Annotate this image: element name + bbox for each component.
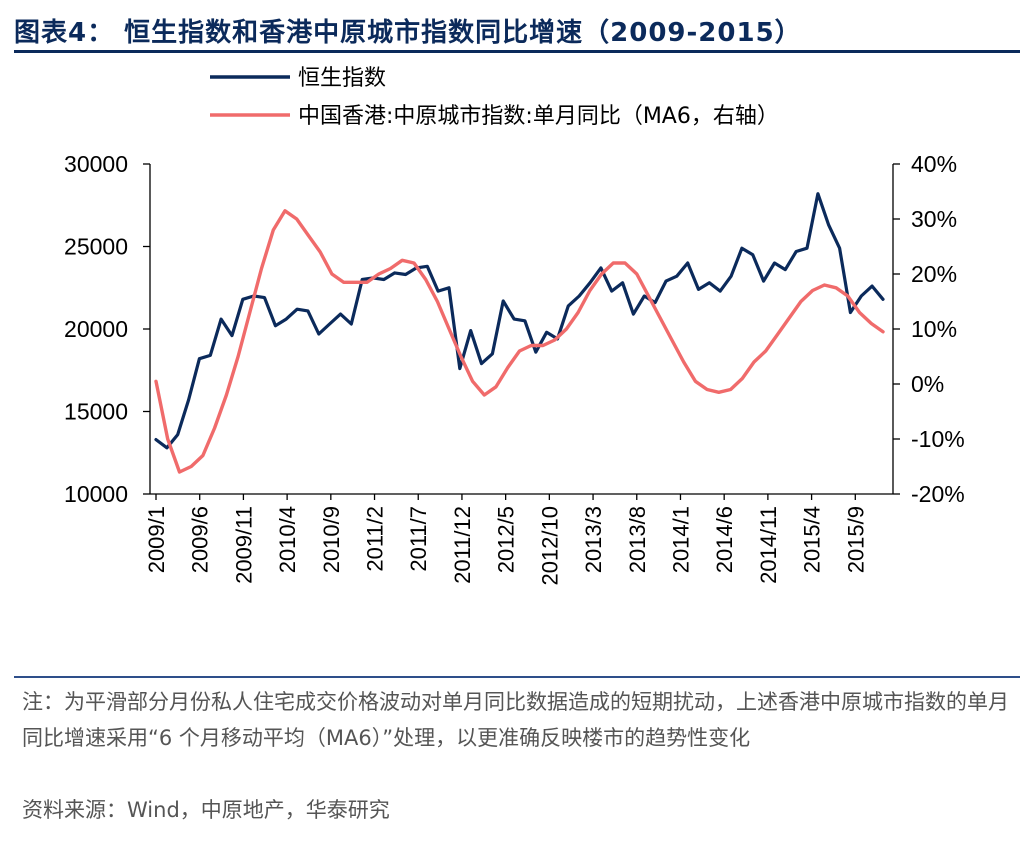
x-axis-tick-label: 2012/10 — [537, 506, 562, 586]
chart-series — [154, 192, 885, 474]
x-axis-tick-label: 2012/5 — [494, 506, 519, 573]
chart-axes: 10000 15000 20000 25000 30000 -20% -10% 0% 10% 20… — [64, 151, 965, 586]
left-axis-tick-label: 25000 — [64, 234, 128, 260]
chart-note: 注：为平滑部分月份私人住宅成交价格波动对单月同比数据造成的短期扰动，上述香港中原… — [22, 690, 1009, 750]
legend-label-ccl: 中国香港:中原城市指数:单月同比（MA6，右轴） — [298, 104, 779, 129]
left-axis-tick-label: 30000 — [64, 151, 128, 177]
left-axis-tick-label: 10000 — [64, 481, 128, 507]
left-axis-tick-label: 20000 — [64, 316, 128, 342]
legend-label-hsi: 恒生指数 — [298, 66, 386, 91]
x-axis-tick-label: 2009/1 — [144, 506, 169, 573]
chart-source: 资料来源：Wind，中原地产，华泰研究 — [22, 798, 390, 822]
right-axis-tick-label: -20% — [911, 481, 965, 507]
x-axis-tick-label: 2010/9 — [319, 506, 344, 573]
x-axis-tick-label: 2014/11 — [756, 506, 781, 584]
x-axis-tick-label: 2013/8 — [625, 506, 650, 573]
x-axis-tick-label: 2014/1 — [668, 506, 693, 573]
right-axis-tick-label: 20% — [911, 261, 957, 287]
x-axis-tick-label: 2015/9 — [843, 506, 868, 573]
right-axis-tick-label: 0% — [911, 371, 944, 397]
hsi-series-line — [154, 192, 885, 450]
page-title: 图表4： 恒生指数和香港中原城市指数同比增速（2009-2015） — [14, 18, 802, 48]
x-axis-tick-label: 2011/2 — [363, 506, 388, 572]
title-divider — [14, 50, 1020, 53]
right-axis-tick-label: 30% — [911, 206, 957, 232]
x-axis-tick-label: 2011/7 — [406, 506, 431, 572]
x-axis-tick-label: 2015/4 — [800, 506, 825, 573]
note-divider — [14, 676, 1020, 678]
x-axis-tick-label: 2010/4 — [275, 506, 300, 573]
right-axis-tick-label: -10% — [911, 426, 965, 452]
x-axis-tick-label: 2014/6 — [712, 506, 737, 573]
x-axis-tick-label: 2009/11 — [231, 506, 256, 584]
right-axis-tick-label: 40% — [911, 151, 957, 177]
x-axis-tick-label: 2009/6 — [188, 506, 213, 573]
left-axis-tick-label: 15000 — [64, 399, 128, 425]
x-axis-tick-label: 2011/12 — [450, 506, 475, 584]
ccl-series-line — [154, 209, 885, 474]
right-axis-tick-label: 10% — [911, 316, 957, 342]
x-axis-tick-label: 2013/3 — [581, 506, 606, 573]
